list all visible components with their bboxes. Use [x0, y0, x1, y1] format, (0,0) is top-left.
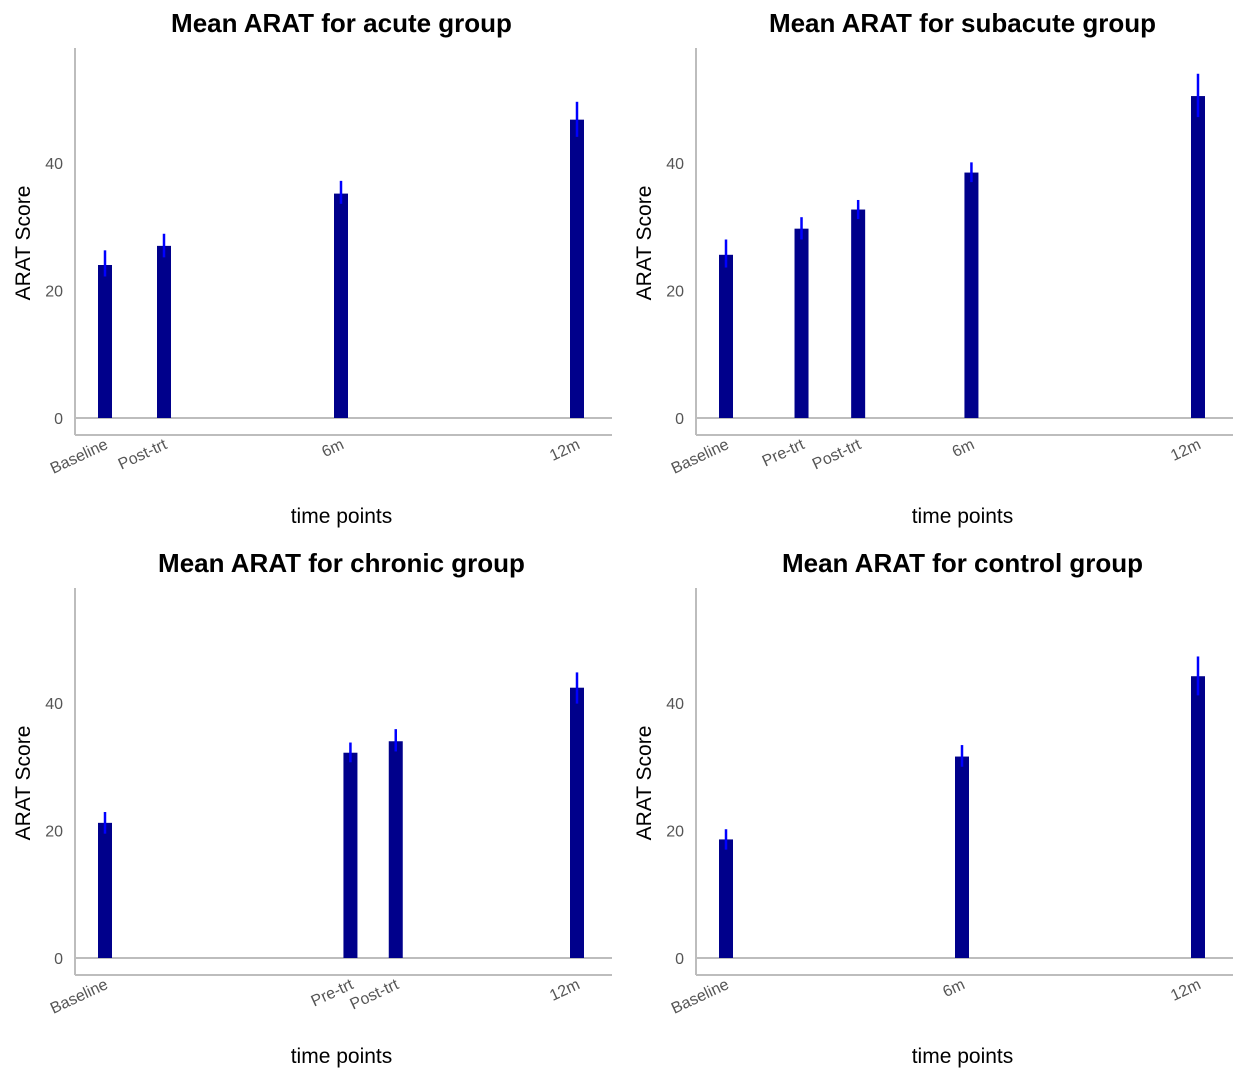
chart-title: Mean ARAT for acute group [171, 8, 512, 38]
x-tick-label: 12m [1168, 436, 1203, 465]
chart-svg: Mean ARAT for subacute group 0 20 40 ARAT Sc… [633, 8, 1233, 528]
bar [98, 265, 112, 418]
y-tick-label: 20 [45, 824, 63, 841]
chart-panel-subacute: Mean ARAT for subacute group 0 20 40 ARAT Sc… [621, 0, 1241, 533]
x-axis-label: time points [912, 1045, 1014, 1068]
x-tick-label: 12m [1168, 976, 1203, 1005]
x-tick-label: Pre-trt [760, 436, 808, 470]
x-tick-label: 6m [950, 436, 977, 461]
y-tick-label: 0 [675, 411, 684, 428]
chart-title: Mean ARAT for control group [782, 548, 1143, 578]
x-tick-label: 12m [547, 976, 582, 1005]
x-tick-label: Baseline [48, 976, 111, 1017]
bar [719, 839, 733, 958]
x-tick-label: Baseline [669, 436, 732, 477]
y-tick-label: 0 [54, 951, 63, 968]
y-axis-label: ARAT Score [633, 726, 656, 841]
y-tick-label: 0 [54, 411, 63, 428]
bar [570, 687, 584, 958]
y-tick-label: 40 [666, 156, 684, 173]
chart-svg: Mean ARAT for acute group 0 20 40 ARAT Score… [12, 8, 612, 528]
bar [98, 822, 112, 958]
bar [851, 209, 866, 418]
bar [794, 228, 809, 418]
x-tick-label: Pre-trt [309, 976, 357, 1010]
y-tick-label: 40 [666, 696, 684, 713]
y-tick-label: 20 [666, 824, 684, 841]
y-tick-label: 20 [45, 284, 63, 301]
bar [157, 245, 171, 418]
x-axis-label: time points [291, 505, 393, 528]
chart-svg: Mean ARAT for control group 0 20 40 ARAT Sco… [633, 548, 1233, 1068]
x-tick-label: Post-trt [348, 976, 402, 1013]
x-axis-label: time points [912, 505, 1014, 528]
chart-panel-acute: Mean ARAT for acute group 0 20 40 ARAT Score… [0, 0, 620, 533]
bar [343, 752, 358, 958]
y-tick-label: 0 [675, 951, 684, 968]
chart-svg: Mean ARAT for chronic group 0 20 40 ARAT Sco… [12, 548, 612, 1068]
x-tick-label: 6m [319, 436, 346, 461]
x-tick-label: Post-trt [810, 436, 864, 473]
chart-title: Mean ARAT for chronic group [158, 548, 525, 578]
bar [719, 254, 733, 418]
x-tick-label: Baseline [669, 976, 732, 1017]
x-tick-label: 12m [547, 436, 582, 465]
bar [570, 119, 584, 419]
chart-panel-chronic: Mean ARAT for chronic group 0 20 40 ARAT Sco… [0, 540, 620, 1073]
x-tick-label: Baseline [48, 436, 111, 477]
bar [955, 756, 969, 958]
x-axis-label: time points [291, 1045, 393, 1068]
chart-title: Mean ARAT for subacute group [769, 8, 1156, 38]
x-tick-label: 6m [940, 976, 967, 1001]
y-tick-label: 40 [45, 696, 63, 713]
y-axis-label: ARAT Score [12, 726, 35, 841]
bar [964, 172, 979, 418]
bar [334, 193, 348, 418]
y-tick-label: 40 [45, 156, 63, 173]
y-axis-label: ARAT Score [633, 186, 656, 301]
x-tick-label: Post-trt [116, 436, 170, 473]
y-tick-label: 20 [666, 284, 684, 301]
y-axis-label: ARAT Score [12, 186, 35, 301]
chart-panel-control: Mean ARAT for control group 0 20 40 ARAT Sco… [621, 540, 1241, 1073]
bar [1191, 96, 1205, 418]
bar [388, 741, 403, 958]
bar [1191, 676, 1205, 958]
